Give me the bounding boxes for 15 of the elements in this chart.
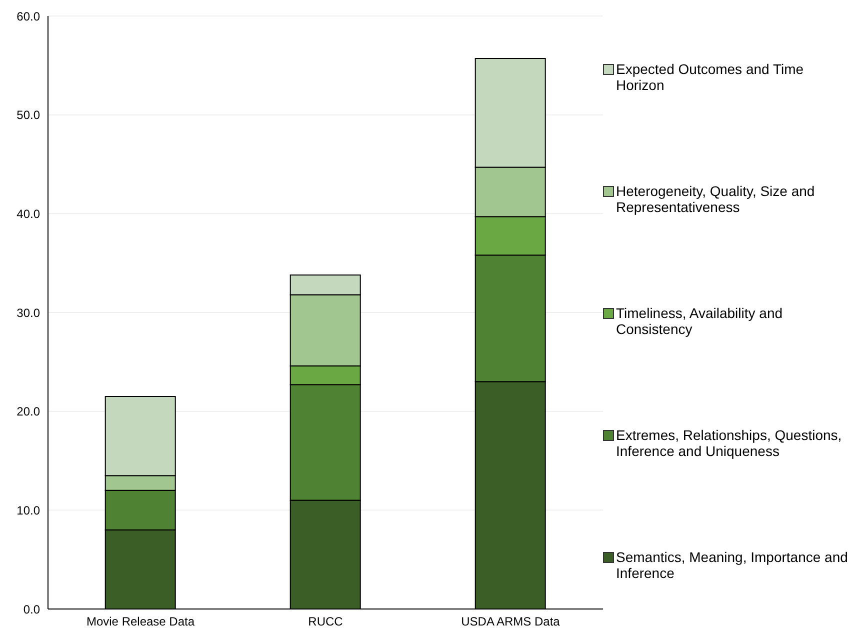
legend-label: Extremes, Relationships, Questions, Inference and Uniqueness — [616, 426, 843, 458]
legend-label: Expected Outcomes and Time Horizon — [616, 60, 805, 92]
y-tick-label: 30.0 — [16, 306, 40, 320]
y-tick-label: 20.0 — [16, 404, 40, 419]
x-tick-label: RUCC — [308, 614, 344, 629]
y-tick-label: 40.0 — [16, 206, 40, 221]
y-tick-label: 50.0 — [16, 108, 40, 122]
y-tick-label: 60.0 — [16, 9, 40, 24]
y-tick-label: 10.0 — [16, 503, 40, 518]
legend-label: Timeliness, Availability and Consistency — [616, 304, 784, 336]
x-tick-label: USDA ARMS Data — [461, 614, 560, 629]
legend-label: Semantics, Meaning, Importance and Inference — [616, 548, 849, 580]
x-tick-label: Movie Release Data — [86, 614, 195, 629]
legend-label: Heterogeneity, Quality, Size and Representativeness — [616, 182, 816, 214]
y-tick-label: 0.0 — [23, 602, 40, 616]
